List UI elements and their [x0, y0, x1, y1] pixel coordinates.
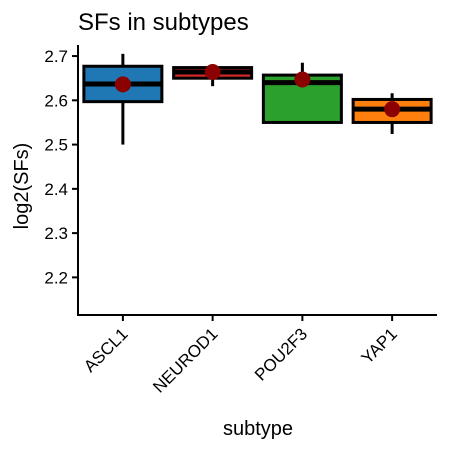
- box-pou2f3: [261, 62, 343, 124]
- y-tick-label: 2.6: [44, 91, 68, 110]
- x-axis-title: subtype: [223, 418, 293, 440]
- x-axis-ticks: ASCL1 NEUROD1 POU2F3 YAP1: [80, 315, 401, 397]
- box-neurod1: [172, 64, 254, 87]
- box-yap1: [351, 93, 433, 134]
- y-axis-ticks: 2.2 2.3 2.4 2.5 2.6 2.7: [44, 47, 78, 287]
- x-tick-label: POU2F3: [251, 324, 311, 384]
- box-ascl1: [82, 53, 164, 145]
- mean-point: [204, 64, 221, 80]
- y-axis-title: log2(SFs): [11, 143, 33, 230]
- x-tick-label: NEUROD1: [149, 324, 221, 396]
- x-tick-label: YAP1: [358, 324, 401, 367]
- y-tick-label: 2.3: [44, 224, 68, 243]
- mean-point: [114, 76, 131, 93]
- plot-area: [82, 53, 433, 145]
- y-tick-label: 2.7: [44, 47, 68, 66]
- y-tick-label: 2.5: [44, 136, 68, 155]
- mean-point: [294, 71, 311, 88]
- chart-title: SFs in subtypes: [78, 9, 249, 36]
- y-tick-label: 2.4: [44, 180, 68, 199]
- mean-point: [384, 101, 401, 118]
- y-tick-label: 2.2: [44, 268, 68, 287]
- x-tick-label: ASCL1: [80, 324, 132, 376]
